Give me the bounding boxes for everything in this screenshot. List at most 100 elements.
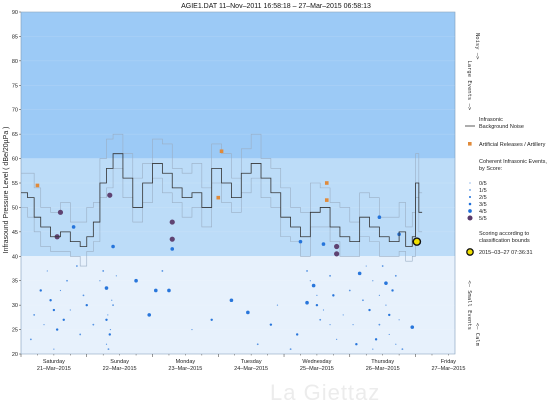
zone-label-noisy: Noisy —> <box>474 33 480 60</box>
y-tick-label: 65 <box>12 132 18 138</box>
y-tick-label: 85 <box>12 34 18 40</box>
noise-envelope-upper <box>21 133 423 228</box>
x-day-label: Monday <box>176 359 196 365</box>
legend-score-label: 2/5 <box>479 195 487 201</box>
event-point <box>311 283 316 288</box>
artillery-marker <box>324 198 329 202</box>
event-point <box>229 298 234 303</box>
legend-noise-label: Infrasonic Background Noise <box>479 117 524 130</box>
event-point <box>316 294 318 296</box>
artillery-marker <box>216 195 221 200</box>
event-point <box>306 270 308 272</box>
event-point <box>167 288 171 293</box>
event-point <box>39 289 42 292</box>
legend-score-label: 1/5 <box>479 188 487 194</box>
chart-title: AGIE1.DAT 11–Nov–2011 16:58:18 – 27–Mar–… <box>181 3 371 10</box>
event-point <box>104 286 109 290</box>
event-point <box>85 303 88 307</box>
event-point <box>49 299 52 302</box>
y-tick-label: 75 <box>12 83 18 89</box>
x-day-label: Saturday <box>43 359 65 365</box>
event-point <box>378 323 381 326</box>
legend-score-swatch <box>468 195 472 199</box>
event-point <box>71 225 76 229</box>
y-axis-title: Infrasound Pressure Level ( dBe/20µPa ) <box>3 127 10 254</box>
legend-score-swatch <box>468 209 472 213</box>
event-point <box>372 348 374 350</box>
event-point <box>108 333 111 336</box>
event-point <box>147 313 152 317</box>
event-point <box>62 318 65 321</box>
event-point <box>75 265 78 267</box>
legend-coherent-label: Coherent Infrasonic Events, by Score: <box>479 159 547 172</box>
event-point <box>357 271 362 276</box>
zone-label-large: Large Events —> <box>466 60 472 110</box>
event-point <box>33 314 36 316</box>
event-point <box>309 280 311 282</box>
event-point <box>53 348 55 350</box>
event-point <box>115 275 117 277</box>
event-point <box>332 294 335 297</box>
legend-score-swatch <box>469 182 471 184</box>
event-point <box>269 323 273 326</box>
event-point <box>401 348 404 351</box>
event-point <box>388 333 390 336</box>
event-point <box>362 299 364 302</box>
x-day-label: Sunday <box>110 359 129 365</box>
event-point <box>92 323 95 326</box>
y-tick-label: 50 <box>12 205 18 211</box>
event-point <box>52 308 56 312</box>
event-point <box>368 308 371 312</box>
legend-artillery-swatch <box>468 142 472 146</box>
event-point <box>102 270 105 272</box>
event-point <box>336 338 338 340</box>
x-date-label: 26–Mar–2015 <box>366 366 400 372</box>
event-point <box>99 280 101 282</box>
event-point <box>342 314 344 316</box>
event-point <box>43 324 45 326</box>
watermark-text: La Giettaz <box>270 380 381 405</box>
y-tick-label: 90 <box>12 10 18 16</box>
y-tick-label: 70 <box>12 108 18 114</box>
event-point <box>134 278 138 283</box>
x-date-label: 21–Mar–2015 <box>37 366 71 372</box>
x-date-label: 22–Mar–2015 <box>103 366 137 372</box>
event-point <box>246 310 250 315</box>
event-point <box>66 279 68 282</box>
event-point <box>169 219 175 225</box>
event-point <box>105 343 108 345</box>
event-point <box>170 247 175 251</box>
event-point <box>355 343 358 346</box>
event-point <box>107 192 113 198</box>
zone-label-calm: <— Calm <box>474 323 480 347</box>
event-point <box>377 215 382 219</box>
legend-artillery-label: Artificial Releases / Artillery <box>479 142 546 148</box>
y-tick-label: 30 <box>12 303 18 309</box>
event-point <box>154 288 158 293</box>
legend-latest-swatch <box>466 248 474 256</box>
event-point <box>319 318 322 321</box>
event-point <box>378 294 380 296</box>
y-tick-label: 55 <box>12 181 18 187</box>
event-zones <box>20 11 456 355</box>
background-noise-line <box>21 153 423 247</box>
event-point <box>57 209 64 215</box>
x-day-label: Friday <box>441 359 457 365</box>
event-point <box>365 265 367 267</box>
x-date-label: 23–Mar–2015 <box>168 366 202 372</box>
event-point <box>256 343 259 346</box>
legend-score-swatch <box>469 189 471 191</box>
event-point <box>329 274 331 277</box>
legend-score-label: 3/5 <box>479 202 487 208</box>
event-point <box>385 304 387 306</box>
x-date-label: 25–Mar–2015 <box>300 366 334 372</box>
legend-latest-label: 2015–03–27 07:36:31 <box>479 250 533 256</box>
event-point <box>334 243 340 250</box>
artillery-marker <box>324 181 329 185</box>
event-point <box>384 281 388 285</box>
event-point <box>112 304 114 307</box>
zone-band-2 <box>21 256 455 354</box>
event-point <box>289 348 292 351</box>
y-tick-label: 80 <box>12 59 18 65</box>
